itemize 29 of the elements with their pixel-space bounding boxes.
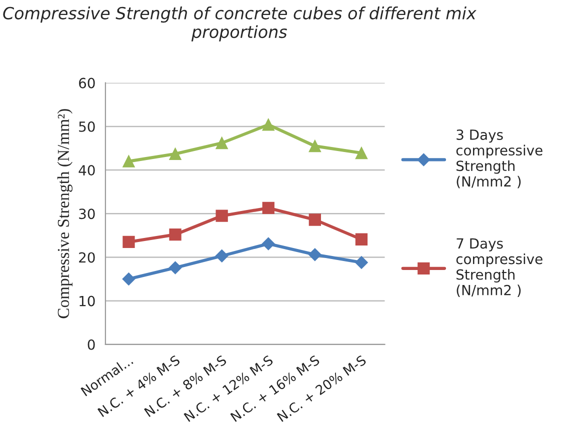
point [262, 118, 274, 131]
point [216, 136, 228, 150]
y-tick-label: 10 [80, 296, 95, 306]
y-tick-label: 40 [78, 165, 95, 176]
point [308, 140, 321, 152]
point [355, 256, 368, 269]
y-tick-label: 50 [79, 121, 95, 132]
point [216, 210, 228, 222]
point [215, 250, 228, 262]
y-tick-label: 60 [79, 78, 95, 88]
y-tick-label: 0 [88, 339, 95, 350]
legend-label: 3 Days compressive Strength (N/mm2 ) [456, 129, 542, 188]
point [122, 272, 136, 286]
y-axis-title: Compressive Strength (N/mm²) [57, 109, 72, 318]
point [122, 155, 135, 168]
point [308, 214, 321, 226]
point [169, 228, 182, 241]
point [262, 202, 274, 214]
y-tick-label: 30 [79, 208, 95, 220]
y-tick-label: 20 [79, 252, 95, 263]
point [262, 237, 275, 250]
point [355, 233, 368, 246]
point [355, 146, 368, 160]
point [122, 236, 135, 248]
chart-title: Compressive Strength of concrete cubes of different mix proportions [3, 6, 476, 42]
point [169, 148, 182, 160]
point [308, 248, 322, 262]
point [168, 261, 182, 274]
legend-label: 7 Days compressive Strength (N/mm2 ) [456, 238, 542, 297]
